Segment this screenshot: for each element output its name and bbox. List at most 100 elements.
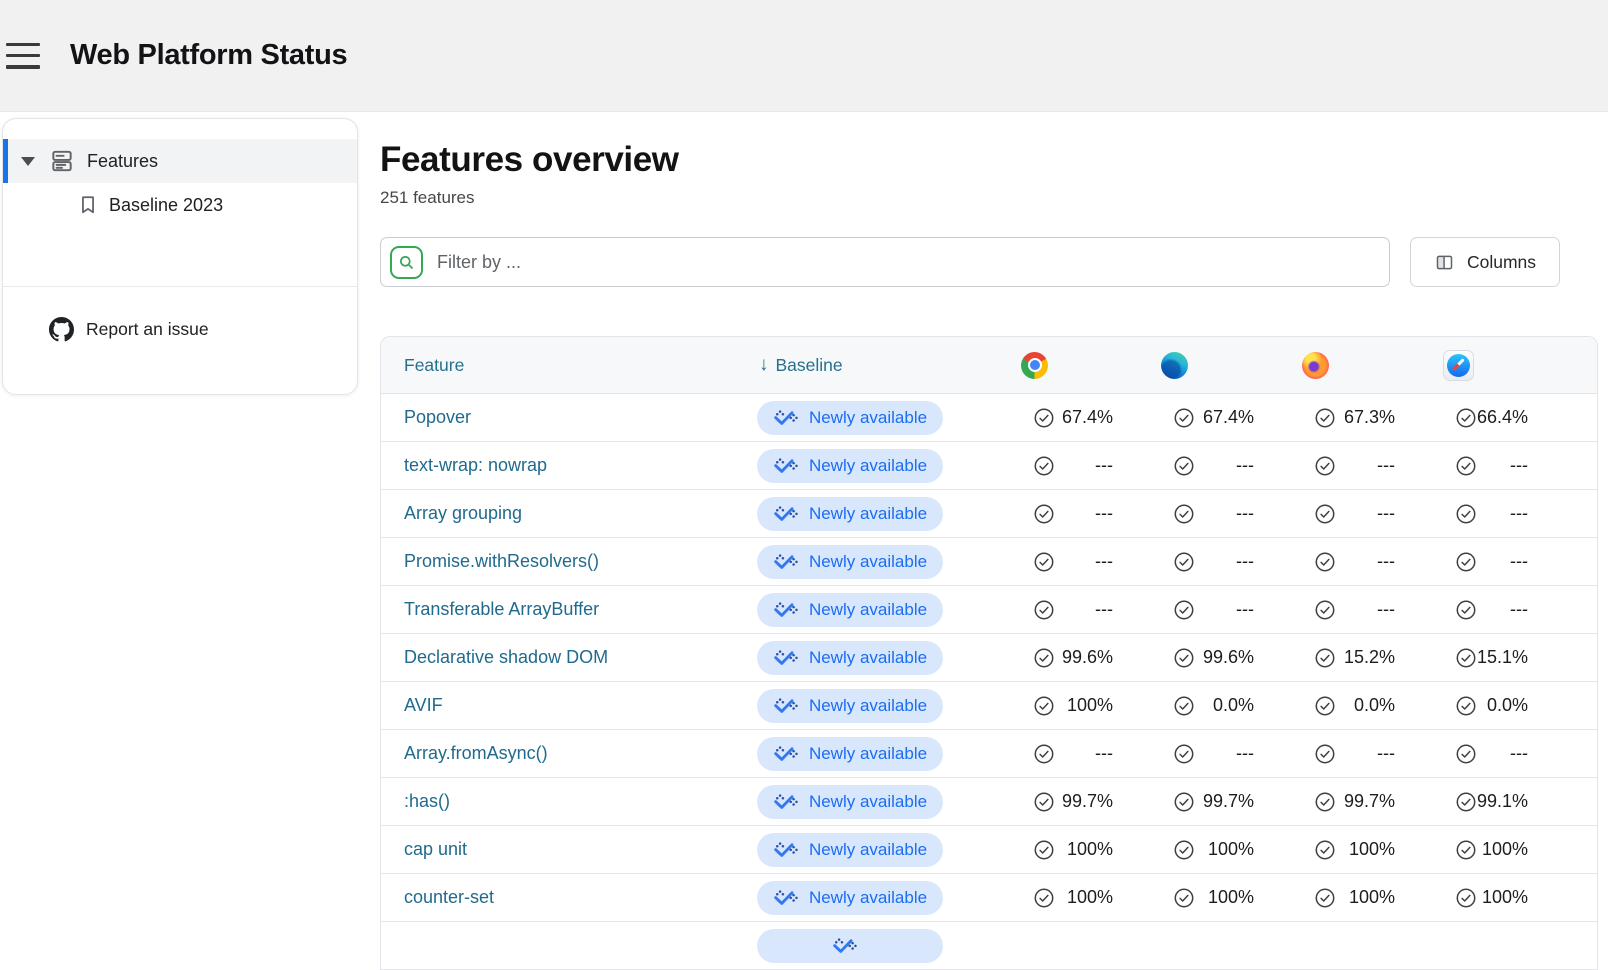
- check-circle-icon: [1314, 839, 1336, 861]
- check-circle-icon: [1173, 647, 1195, 669]
- feature-link[interactable]: :has(): [404, 791, 451, 811]
- baseline-badge: [757, 928, 943, 963]
- baseline-cell: Newly available: [756, 400, 991, 435]
- browser-value-cell: [1131, 935, 1272, 957]
- column-header-baseline[interactable]: ↓ Baseline: [756, 354, 991, 376]
- check-circle-icon: [1455, 887, 1477, 909]
- browser-value-cell: ---: [1131, 455, 1272, 477]
- check-circle-icon: [1455, 407, 1477, 429]
- browser-value-cell: ---: [1272, 599, 1413, 621]
- chevron-down-icon[interactable]: [21, 156, 35, 166]
- check-circle-icon: [1455, 503, 1477, 525]
- browser-value-cell: 0.0%: [1413, 695, 1597, 717]
- column-header-edge: [1131, 351, 1272, 379]
- table-row: [381, 922, 1597, 970]
- baseline-newly-available-icon: [773, 889, 800, 906]
- table-row: :has() Newly available: [381, 778, 1597, 826]
- browser-value-cell: ---: [1272, 503, 1413, 525]
- feature-link[interactable]: Array.fromAsync(): [404, 743, 548, 763]
- search-icon: [390, 245, 423, 279]
- browser-value-cell: ---: [1131, 599, 1272, 621]
- feature-link[interactable]: Promise.withResolvers(): [404, 551, 600, 571]
- menu-icon[interactable]: [4, 39, 46, 73]
- baseline-badge-label: Newly available: [808, 791, 928, 811]
- check-circle-icon: [1033, 455, 1055, 477]
- usage-value: ---: [1095, 455, 1113, 475]
- baseline-cell: Newly available: [756, 448, 991, 483]
- feature-link[interactable]: counter-set: [404, 887, 495, 907]
- baseline-newly-available-icon: [773, 601, 800, 618]
- baseline-cell: Newly available: [756, 832, 991, 867]
- browser-value-cell: 67.4%: [1131, 407, 1272, 429]
- usage-value: 0.0%: [1486, 695, 1528, 715]
- browser-value-cell: [991, 935, 1131, 957]
- browser-value-cell: ---: [1413, 743, 1597, 765]
- check-circle-icon: [1314, 695, 1336, 717]
- browser-value-cell: 100%: [991, 695, 1131, 717]
- browser-value-cell: 67.4%: [991, 407, 1131, 429]
- feature-link[interactable]: AVIF: [404, 695, 443, 715]
- baseline-cell: Newly available: [756, 496, 991, 531]
- browser-value-cell: 100%: [1413, 839, 1597, 861]
- check-circle-icon: [1033, 551, 1055, 573]
- app-title: Web Platform Status: [70, 39, 348, 71]
- check-circle-icon: [1173, 791, 1195, 813]
- browser-value-cell: ---: [991, 455, 1131, 477]
- usage-value: 100%: [1348, 887, 1395, 907]
- baseline-badge-label: Newly available: [808, 455, 928, 475]
- check-circle-icon: [1173, 407, 1195, 429]
- usage-value: ---: [1095, 599, 1113, 619]
- baseline-badge: Newly available: [757, 496, 943, 531]
- baseline-cell: Newly available: [756, 592, 991, 627]
- usage-value: 0.0%: [1212, 695, 1254, 715]
- baseline-newly-available-icon: [773, 649, 800, 666]
- columns-button[interactable]: Columns: [1410, 237, 1560, 287]
- usage-value: 100%: [1066, 695, 1113, 715]
- feature-link[interactable]: Array grouping: [404, 503, 523, 523]
- browser-value-cell: ---: [1131, 551, 1272, 573]
- feature-link[interactable]: cap unit: [404, 839, 468, 859]
- feature-link[interactable]: Declarative shadow DOM: [404, 647, 609, 667]
- column-header-feature[interactable]: Feature: [404, 354, 465, 375]
- features-stack-icon: [49, 148, 75, 174]
- usage-value: ---: [1510, 503, 1528, 523]
- sidebar-item-features[interactable]: Features: [3, 139, 357, 183]
- baseline-badge-label: Newly available: [808, 407, 928, 427]
- feature-count: 251 features: [380, 188, 475, 207]
- check-circle-icon: [1314, 503, 1336, 525]
- browser-value-cell: [1413, 935, 1597, 957]
- check-circle-icon: [1173, 695, 1195, 717]
- feature-link[interactable]: text-wrap: nowrap: [404, 455, 548, 475]
- check-circle-icon: [1314, 455, 1336, 477]
- check-circle-icon: [1033, 695, 1055, 717]
- browser-value-cell: ---: [991, 551, 1131, 573]
- table-row: cap unit Newly available: [381, 826, 1597, 874]
- baseline-newly-available-icon: [773, 505, 800, 522]
- column-header-safari: [1413, 349, 1597, 381]
- baseline-badge: Newly available: [757, 784, 943, 819]
- check-circle-icon: [1455, 551, 1477, 573]
- feature-link[interactable]: Transferable ArrayBuffer: [404, 599, 600, 619]
- filter-input[interactable]: [437, 251, 1389, 273]
- baseline-newly-available-icon: [773, 841, 800, 858]
- check-circle-icon: [1314, 743, 1336, 765]
- usage-value: ---: [1377, 743, 1395, 763]
- check-circle-icon: [1455, 455, 1477, 477]
- table-row: Promise.withResolvers() Newly available: [381, 538, 1597, 586]
- browser-value-cell: ---: [1413, 599, 1597, 621]
- sidebar-item-baseline-2023[interactable]: Baseline 2023: [3, 189, 357, 221]
- usage-value: 100%: [1348, 839, 1395, 859]
- feature-link[interactable]: Popover: [404, 407, 472, 427]
- browser-value-cell: 99.7%: [1131, 791, 1272, 813]
- browser-value-cell: 0.0%: [1272, 695, 1413, 717]
- baseline-badge: Newly available: [757, 880, 943, 915]
- top-bar: Web Platform Status: [0, 0, 1608, 112]
- filter-box: [380, 237, 1390, 287]
- check-circle-icon: [1173, 839, 1195, 861]
- report-an-issue-link[interactable]: Report an issue: [3, 313, 357, 345]
- check-circle-icon: [1033, 839, 1055, 861]
- usage-value: 15.1%: [1477, 647, 1529, 667]
- browser-value-cell: 99.6%: [991, 647, 1131, 669]
- browser-value-cell: 99.7%: [1272, 791, 1413, 813]
- browser-value-cell: 99.1%: [1413, 791, 1597, 813]
